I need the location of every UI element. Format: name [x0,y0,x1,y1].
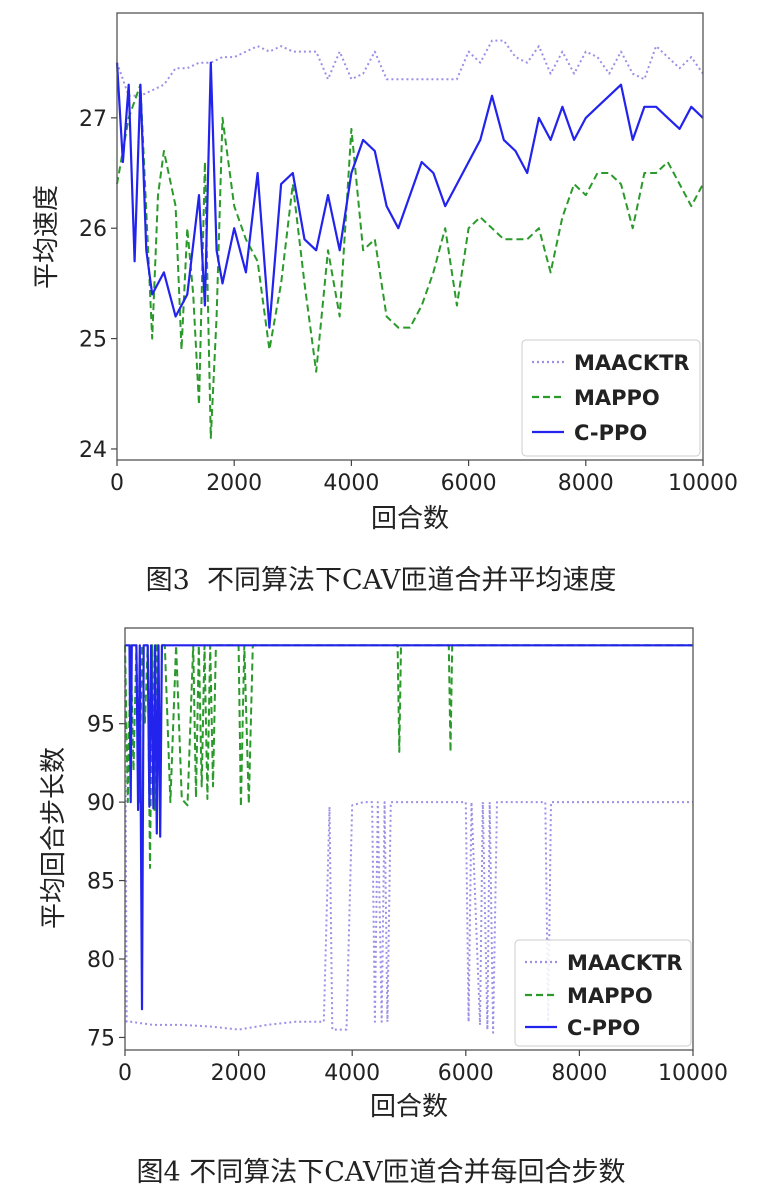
x-tick-label: 10000 [668,471,738,496]
y-tick-label: 27 [79,107,107,132]
legend-label: MAACKTR [567,951,683,975]
x-tick-label: 10000 [658,1061,728,1086]
y-axis-label: 平均速度 [32,185,62,289]
y-tick-label: 95 [87,713,115,738]
series-line-mappo [124,644,693,869]
y-tick-label: 26 [79,217,107,242]
plot-frame [116,12,704,461]
y-tick-label: 75 [87,1026,115,1051]
legend-label: MAPPO [574,386,660,410]
series-line-maacktr [116,39,704,97]
legend-label: MAPPO [567,984,653,1008]
figure-3-caption: 图3 不同算法下CAV匝道合并平均速度 [145,565,617,596]
x-tick-label: 8000 [558,471,614,496]
y-axis-label: 平均回合步长数 [39,747,69,929]
y-tick-label: 90 [87,791,115,816]
series-line-c-ppo [125,644,693,1011]
chart-3: 0 2000 4000 6000 8000 10000 24 25 26 27 回合数 平均速度 MAA… [32,12,738,534]
legend-label: C-PPO [567,1016,640,1040]
y-tick-label: 25 [79,328,107,353]
series-line-mappo [116,83,704,439]
plot-frame [124,627,694,1051]
x-tick-label: 6000 [441,471,497,496]
legend: MAACKTR MAPPO C-PPO [521,339,701,457]
x-tick-label: 4000 [324,1061,380,1086]
legend-box [521,339,701,457]
y-tick-label: 85 [87,870,115,895]
x-axis-label: 回合数 [370,1092,448,1122]
x-tick-label: 2000 [211,1061,267,1086]
figure-4-caption: 图4 不同算法下CAV匝道合并每回合步数 [136,1157,626,1188]
x-tick-label: 2000 [206,471,262,496]
x-tick-label: 6000 [438,1061,494,1086]
x-tick-label: 8000 [551,1061,607,1086]
y-tick-label: 80 [87,948,115,973]
x-tick-label: 4000 [323,471,379,496]
legend-label: MAACKTR [574,351,690,375]
series-line-maacktr [124,645,693,1034]
x-tick-label: 0 [118,1061,132,1086]
series-line-c-ppo [115,61,704,329]
legend-box [514,939,692,1047]
chart-4: 0 2000 4000 6000 8000 10000 75 80 85 90 95 回合数 平均回合步… [39,627,728,1122]
y-tick-label: 24 [79,438,107,463]
x-tick-label: 0 [110,471,124,496]
x-axis-label: 回合数 [371,504,449,534]
legend-label: C-PPO [574,421,647,445]
legend: MAACKTR MAPPO C-PPO [514,939,692,1047]
